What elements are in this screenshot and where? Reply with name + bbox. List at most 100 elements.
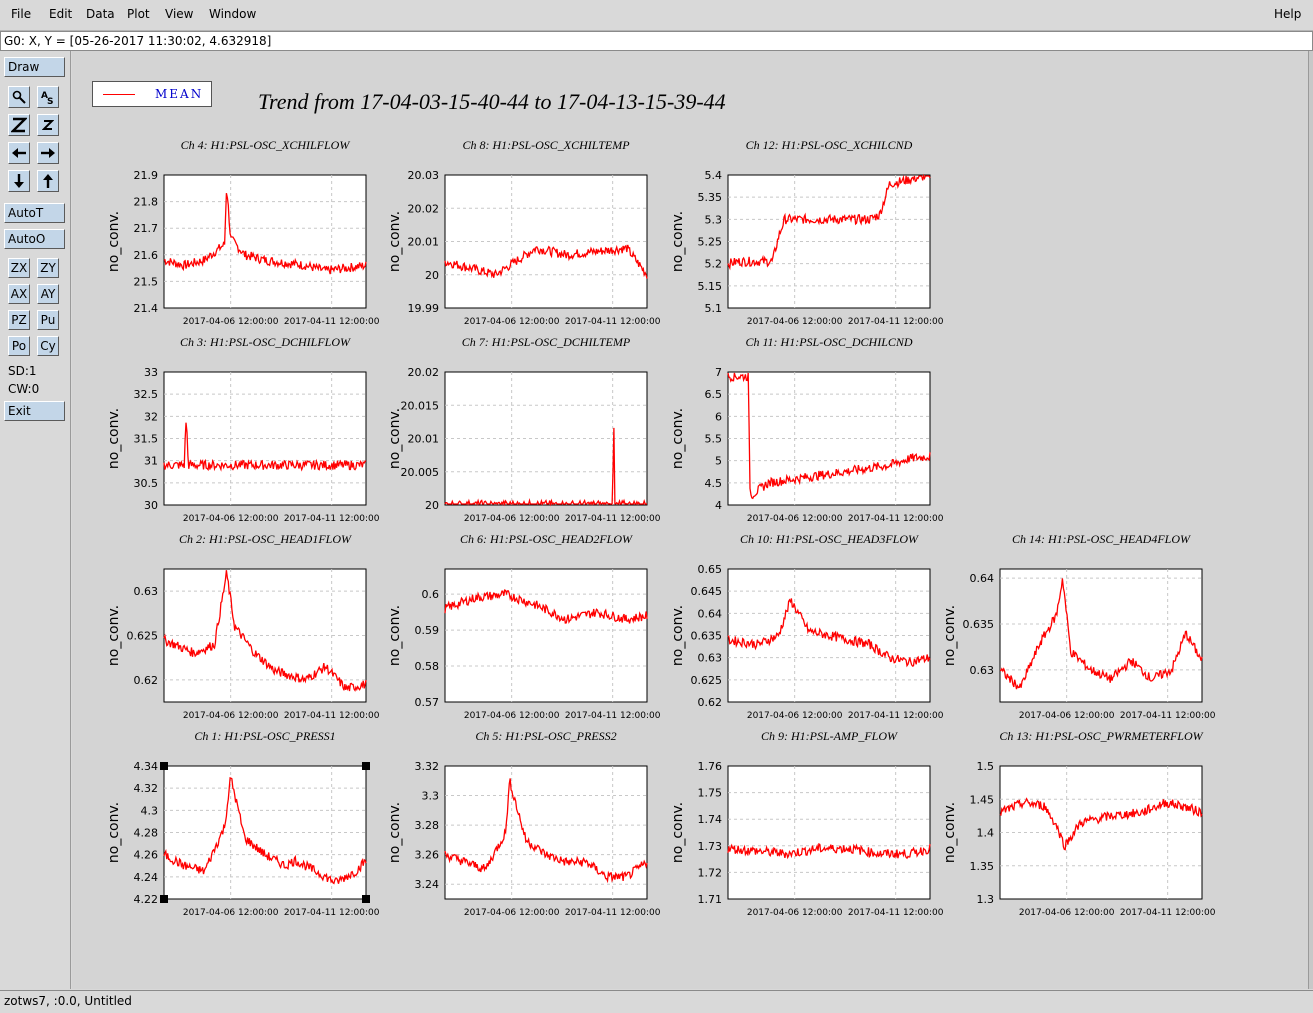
selection-handle[interactable] [362, 762, 370, 770]
chart-title: Ch 10: H1:PSL-OSC_HEAD3FLOW [740, 532, 919, 546]
chart-2[interactable]: Ch 8: H1:PSL-OSC_XCHILTEMP 20.03 20.02 20.0… [387, 138, 661, 327]
chart-13[interactable]: Ch 9: H1:PSL-AMP_FLOW 1.76 1.75 1.74 1.73 1.7… [670, 729, 944, 918]
y-tick-label: 1.71 [698, 893, 723, 906]
right-scroll-edge [1308, 51, 1313, 989]
y-tick-label: 1.35 [970, 860, 995, 873]
y-tick-label: 0.645 [691, 585, 723, 598]
magnify-icon[interactable] [8, 86, 30, 108]
chart-title: Ch 9: H1:PSL-AMP_FLOW [761, 729, 898, 743]
series-line [727, 598, 931, 668]
y-axis-label: no_conv. [942, 802, 958, 863]
chart-12[interactable]: Ch 5: H1:PSL-OSC_PRESS2 3.32 3.3 3.28 3.26 3.… [387, 729, 661, 918]
selection-handle[interactable] [160, 762, 168, 770]
chart-9[interactable]: Ch 10: H1:PSL-OSC_HEAD3FLOW 0.65 0.645 0.64… [670, 532, 944, 721]
exit-button[interactable]: Exit [4, 401, 65, 421]
x-tick-label: 2017-04-11 12:00:00 [565, 514, 661, 524]
zy-button[interactable]: ZY [37, 258, 59, 278]
y-tick-label: 20.01 [408, 236, 440, 249]
selection-handle[interactable] [362, 895, 370, 903]
series-line [727, 372, 931, 500]
plot-frame [163, 174, 367, 309]
y-tick-label: 6 [715, 410, 722, 423]
y-tick-label: 3.26 [415, 849, 440, 862]
series-line [999, 578, 1203, 690]
x-tick-label: 2017-04-11 12:00:00 [848, 514, 944, 524]
x-tick-label: 2017-04-06 12:00:00 [747, 317, 843, 327]
y-tick-label: 0.625 [127, 630, 159, 643]
chart-7[interactable]: Ch 2: H1:PSL-OSC_HEAD1FLOW 0.63 0.625 0.62 2… [106, 532, 380, 721]
pz-button[interactable]: PZ [8, 310, 30, 330]
menu-window[interactable]: Window [209, 7, 257, 21]
y-tick-label: 0.6 [422, 588, 440, 601]
chart-11[interactable]: Ch 1: H1:PSL-OSC_PRESS1 4.34 4.32 4.3 4.28 4.… [106, 729, 380, 918]
y-tick-label: 3.24 [415, 878, 440, 891]
y-tick-label: 4.28 [134, 827, 159, 840]
chart-5[interactable]: Ch 7: H1:PSL-OSC_DCHILTEMP 20.02 20.015 20.… [387, 335, 661, 524]
series-line [727, 173, 931, 271]
page-title: Trend from 17-04-03-15-40-44 to 17-04-13… [258, 89, 726, 114]
y-axis-label: no_conv. [106, 802, 122, 863]
y-tick-label: 3.28 [415, 819, 440, 832]
plot-frame [999, 568, 1203, 703]
zoom-out-icon[interactable] [37, 114, 59, 136]
menu-data[interactable]: Data [86, 7, 115, 21]
y-tick-label: 4.5 [705, 477, 723, 490]
status-bar: zotws7, :0.0, Untitled [0, 990, 1313, 1013]
menu-file[interactable]: File [11, 7, 32, 21]
chart-3[interactable]: Ch 12: H1:PSL-OSC_XCHILCND5.45.355.35.25… [670, 138, 944, 327]
chart-title: Ch 7: H1:PSL-OSC_DCHILTEMP [462, 335, 631, 349]
x-tick-label: 2017-04-06 12:00:00 [747, 514, 843, 524]
autoo-button[interactable]: AutoO [4, 229, 65, 249]
x-tick-label: 2017-04-06 12:00:00 [464, 317, 560, 327]
y-tick-label: 0.63 [970, 664, 995, 677]
autot-button[interactable]: AutoT [4, 203, 65, 223]
chart-title: Ch 2: H1:PSL-OSC_HEAD1FLOW [179, 532, 352, 546]
chart-title: Ch 5: H1:PSL-OSC_PRESS2 [475, 729, 616, 743]
y-tick-label: 5.1 [705, 302, 723, 315]
y-tick-label: 5 [715, 455, 722, 468]
selection-handle[interactable] [160, 895, 168, 903]
draw-button[interactable]: Draw [4, 57, 65, 77]
y-tick-label: 32.5 [134, 388, 159, 401]
y-tick-label: 5.3 [705, 213, 723, 226]
chart-1[interactable]: Ch 4: H1:PSL-OSC_XCHILFLOW 21.9 21.8 21.7 21… [106, 138, 380, 327]
ax-button[interactable]: AX [8, 284, 30, 304]
ay-button[interactable]: AY [37, 284, 59, 304]
coordinate-readout-text: G0: X, Y = [05-26-2017 11:30:02, 4.63291… [4, 34, 272, 48]
x-tick-label: 2017-04-11 12:00:00 [565, 711, 661, 721]
chart-title: Ch 1: H1:PSL-OSC_PRESS1 [194, 729, 335, 743]
cy-button[interactable]: Cy [37, 336, 59, 356]
status-text: zotws7, :0.0, Untitled [4, 994, 132, 1008]
x-tick-label: 2017-04-06 12:00:00 [747, 908, 843, 918]
zx-button[interactable]: ZX [8, 258, 30, 278]
chart-14[interactable]: Ch 13: H1:PSL-OSC_PWRMETERFLOW 1.5 1.45 1.4… [942, 729, 1216, 918]
zoom-in-icon[interactable] [8, 114, 30, 136]
y-tick-label: 1.72 [698, 866, 723, 879]
po-button[interactable]: Po [8, 336, 30, 356]
menu-edit[interactable]: Edit [49, 7, 73, 21]
arrow-up-icon[interactable] [37, 170, 59, 192]
chart-title: Ch 13: H1:PSL-OSC_PWRMETERFLOW [999, 729, 1203, 743]
arrow-right-icon[interactable] [37, 142, 59, 164]
chart-6[interactable]: Ch 11: H1:PSL-OSC_DCHILCND 7 6.5 6 5.5 5 4.5 4 2… [670, 335, 944, 524]
pu-button[interactable]: Pu [37, 310, 59, 330]
y-tick-label: 21.8 [134, 196, 159, 209]
chart-title: Ch 3: H1:PSL-OSC_DCHILFLOW [180, 335, 351, 349]
arrow-left-icon[interactable] [8, 142, 30, 164]
y-tick-label: 21.7 [134, 222, 159, 235]
y-tick-label: 5.15 [698, 280, 723, 293]
y-tick-label: 1.45 [970, 793, 995, 806]
plot-canvas[interactable]: MEAN Trend from 17-04-03-15-40-44 to 17-… [72, 51, 1308, 989]
chart-title: Ch 11: H1:PSL-OSC_DCHILCND [745, 335, 912, 349]
menu-view[interactable]: View [165, 7, 194, 21]
x-tick-label: 2017-04-11 12:00:00 [848, 711, 944, 721]
chart-10[interactable]: Ch 14: H1:PSL-OSC_HEAD4FLOW 0.64 0.635 0.63… [942, 532, 1216, 721]
arrow-down-icon[interactable] [8, 170, 30, 192]
y-tick-label: 0.64 [698, 607, 723, 620]
chart-4[interactable]: Ch 3: H1:PSL-OSC_DCHILFLOW 33 32.5 32 31.5 31… [106, 335, 380, 524]
menu-plot[interactable]: Plot [127, 7, 150, 21]
menu-help[interactable]: Help [1274, 7, 1302, 21]
chart-8[interactable]: Ch 6: H1:PSL-OSC_HEAD2FLOW 0.6 0.59 0.58 0.5… [387, 532, 661, 721]
y-axis-label: no_conv. [106, 408, 122, 469]
